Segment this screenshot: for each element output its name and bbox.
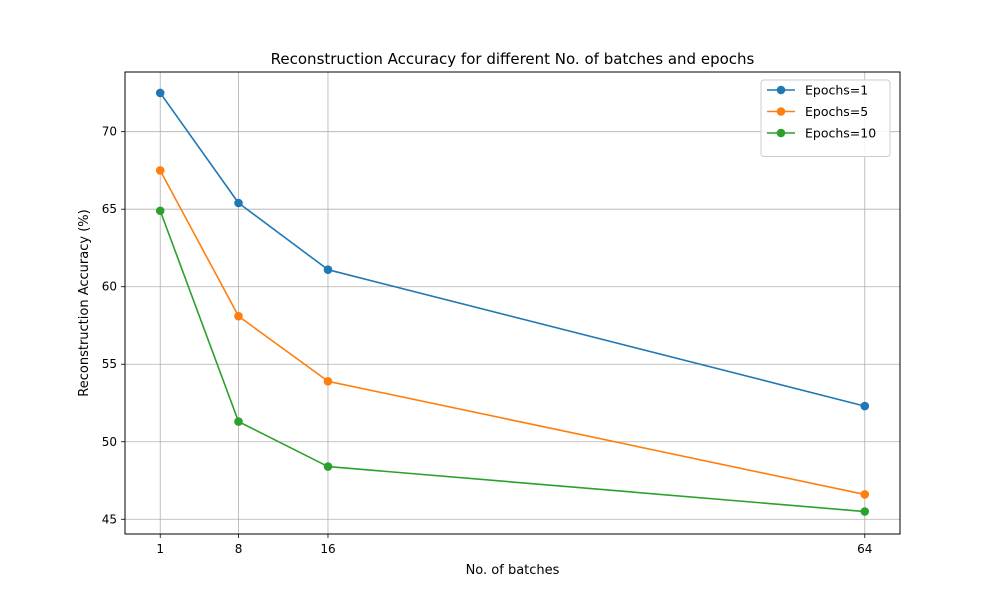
y-tick-label: 55 [102, 357, 117, 371]
y-axis-label: Reconstruction Accuracy (%) [77, 209, 92, 396]
data-point-epochs-1 [234, 198, 243, 208]
legend-label-epochs-1: Epochs=1 [805, 83, 868, 98]
y-tick-label: 60 [102, 280, 117, 294]
y-tick-label: 70 [102, 125, 117, 139]
data-point-epochs-10 [323, 462, 333, 471]
data-point-epochs-1 [860, 401, 870, 411]
x-tick-label: 64 [857, 542, 872, 556]
legend: Epochs=1 Epochs=5 Epochs=10 [760, 79, 891, 157]
series-line-epochs-5 [159, 170, 865, 496]
y-tick-label: 50 [102, 435, 117, 449]
legend-marker-epochs-1 [776, 85, 786, 95]
plot-frame [124, 71, 901, 535]
series-line-epochs-1 [159, 92, 865, 407]
legend-marker-epochs-5 [776, 107, 786, 116]
y-tick-label: 45 [102, 512, 117, 526]
series-line-epochs-10 [159, 210, 865, 513]
data-point-epochs-1 [323, 265, 333, 274]
legend-box [760, 79, 891, 157]
x-tick-label: 1 [156, 542, 164, 556]
data-point-epochs-10 [155, 206, 165, 216]
chart-title: Reconstruction Accuracy for different No… [271, 50, 755, 68]
legend-label-epochs-5: Epochs=5 [805, 104, 868, 119]
data-point-epochs-10 [860, 507, 870, 516]
data-point-epochs-5 [323, 376, 333, 386]
data-point-epochs-5 [155, 166, 165, 175]
data-point-epochs-5 [860, 490, 870, 499]
legend-label-epochs-10: Epochs=10 [805, 126, 876, 141]
y-tick-label: 65 [102, 202, 117, 216]
data-point-epochs-1 [155, 88, 165, 98]
x-tick-label: 8 [235, 542, 243, 556]
legend-marker-epochs-10 [776, 128, 786, 138]
axis-ticks: 1 8 16 64 45 50 55 60 65 70 [102, 125, 873, 556]
data-point-epochs-5 [234, 311, 243, 321]
data-point-epochs-10 [234, 417, 243, 426]
x-tick-label: 16 [320, 542, 335, 556]
x-axis-label: No. of batches [466, 563, 560, 578]
series-layer [155, 88, 870, 516]
